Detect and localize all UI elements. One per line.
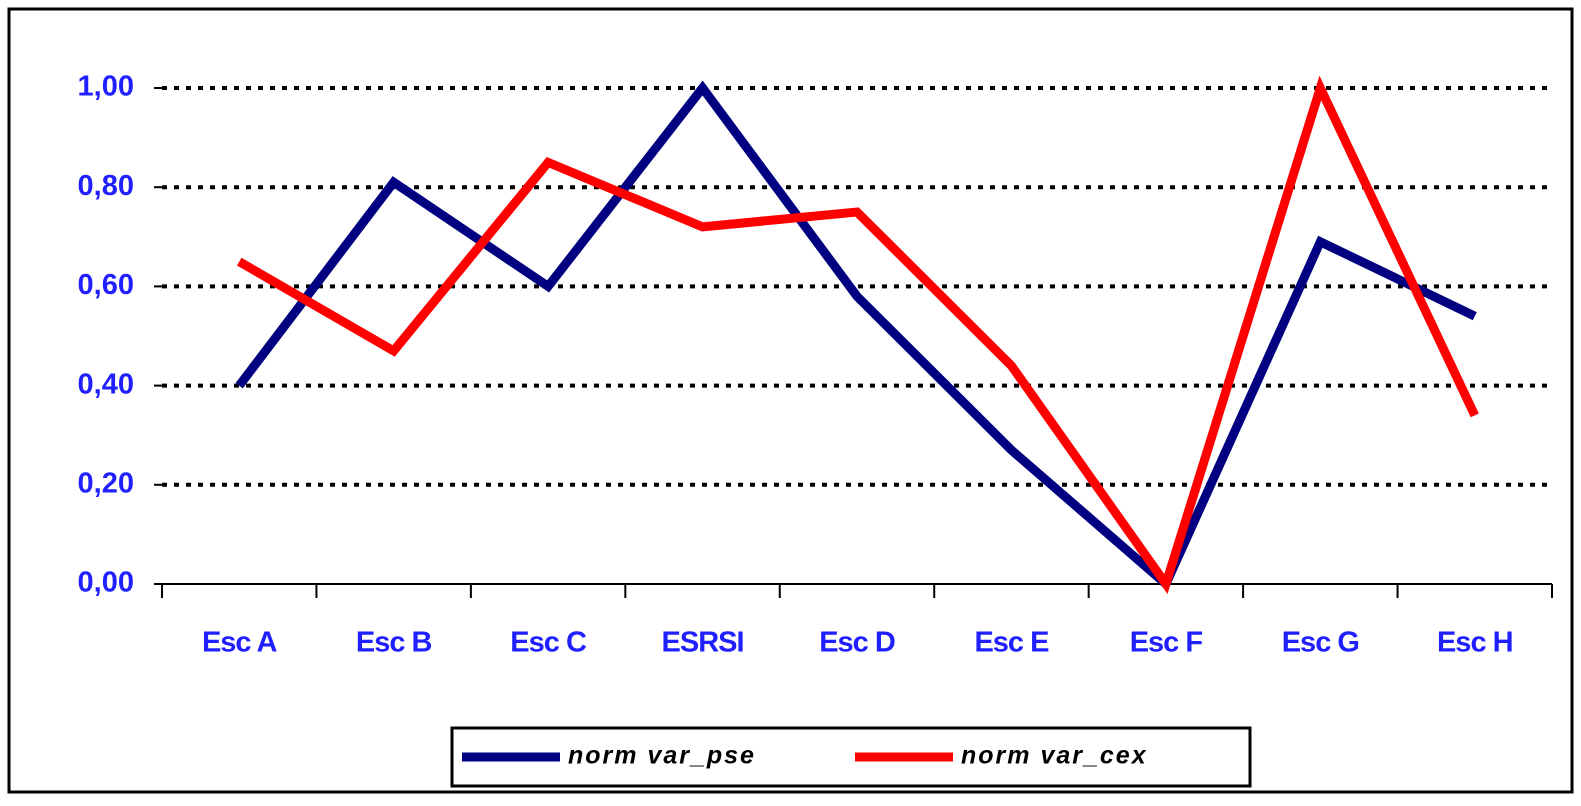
x-tick-label: ESRSI (662, 627, 744, 659)
y-tick-label: 1,00 (78, 71, 134, 103)
x-tick-label: Esc E (974, 627, 1049, 659)
chart-border (7, 7, 1574, 794)
legend-box (450, 726, 1252, 788)
x-tick-label: Esc F (1130, 627, 1203, 659)
x-tick-label: Esc D (819, 627, 895, 659)
line-series (235, 80, 1477, 592)
y-tick-label: 0,60 (78, 269, 134, 301)
x-tick-label: Esc H (1437, 627, 1513, 659)
legend-label: norm var_cex (961, 742, 1148, 770)
y-tick-label: 0,20 (78, 467, 134, 499)
x-tick-label: Esc B (356, 627, 432, 659)
line-series (236, 75, 1479, 595)
legend-label: norm var_pse (568, 742, 756, 770)
y-tick-label: 0,80 (78, 170, 134, 202)
y-tick-label: 0,00 (78, 567, 134, 599)
x-tick-label: Esc A (202, 627, 278, 659)
x-tick-label: Esc G (1282, 627, 1359, 659)
y-tick-label: 0,40 (78, 368, 134, 400)
x-tick-label: Esc C (510, 627, 587, 659)
